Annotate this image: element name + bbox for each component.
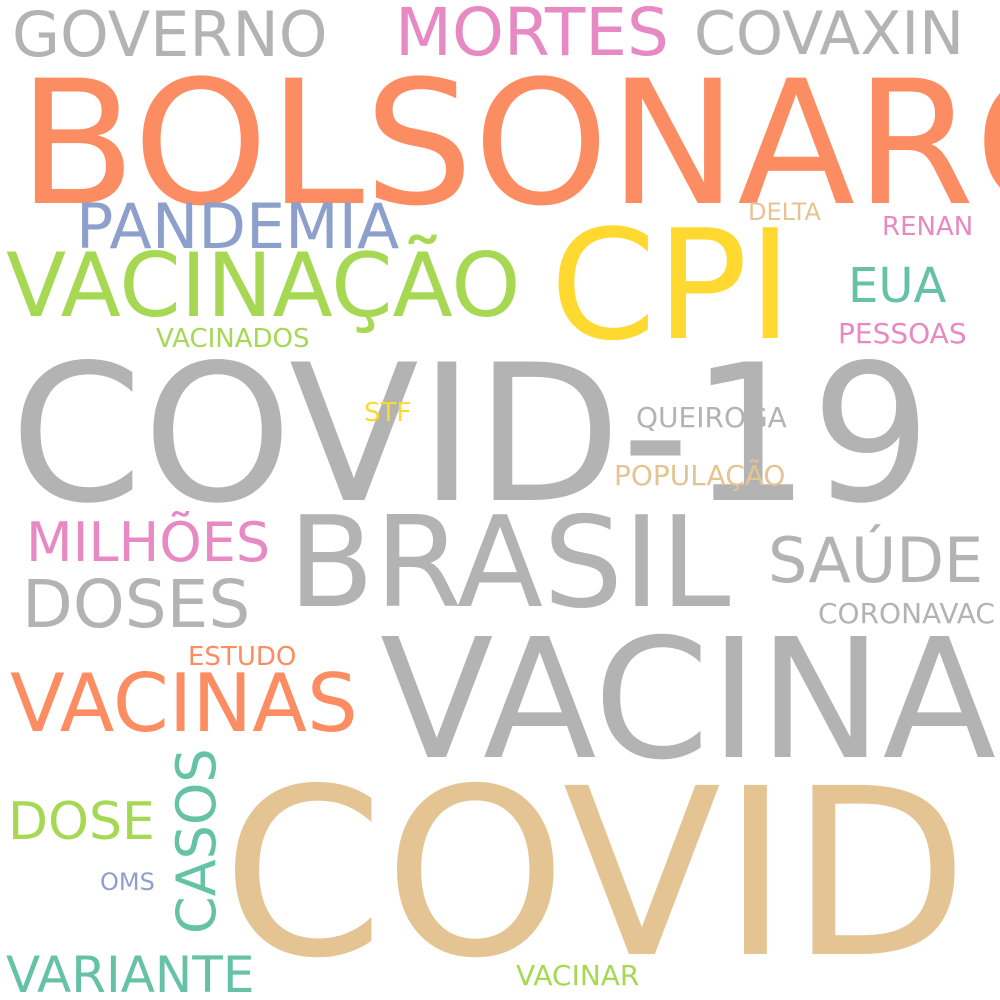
word-governo: GOVERNO <box>12 0 328 71</box>
word-renan: RENAN <box>882 212 974 242</box>
word-variante: VARIANTE <box>6 946 255 1000</box>
word-casos: CASOS <box>165 748 228 934</box>
word-saude: SAÚDE <box>768 524 984 597</box>
word-eua: EUA <box>848 258 947 314</box>
word-mortes: MORTES <box>395 0 669 71</box>
word-coronavac: CORONAVAC <box>818 597 995 630</box>
word-vacinar: VACINAR <box>516 959 640 992</box>
word-oms: OMS <box>100 868 155 896</box>
word-delta: DELTA <box>748 198 821 226</box>
word-dose: DOSE <box>8 792 155 852</box>
word-pessoas: PESSOAS <box>838 317 967 350</box>
word-brasil: BRASIL <box>288 489 731 636</box>
word-pandemia: PANDEMIA <box>76 190 400 263</box>
word-stf: STF <box>364 398 412 428</box>
word-milhoes: MILHÕES <box>26 511 271 574</box>
word-vacinas: VACINAS <box>10 657 358 750</box>
word-vacinados: VACINADOS <box>156 324 310 354</box>
word-vacinacao: VACINAÇÃO <box>6 234 521 337</box>
word-doses: DOSES <box>22 566 251 643</box>
word-estudo: ESTUDO <box>188 642 297 672</box>
word-covid: COVID <box>222 739 969 1000</box>
word-cpi: CPI <box>550 197 793 374</box>
word-vacina: VACINA <box>380 604 997 797</box>
word-queiroga: QUEIROGA <box>636 401 787 434</box>
word-populacao: POPULAÇÃO <box>614 459 786 492</box>
word-covaxin: COVAXIN <box>694 0 964 69</box>
word-bolsonaro: BOLSONARO <box>18 43 1000 244</box>
word-covid-19: COVID-19 <box>10 324 932 545</box>
